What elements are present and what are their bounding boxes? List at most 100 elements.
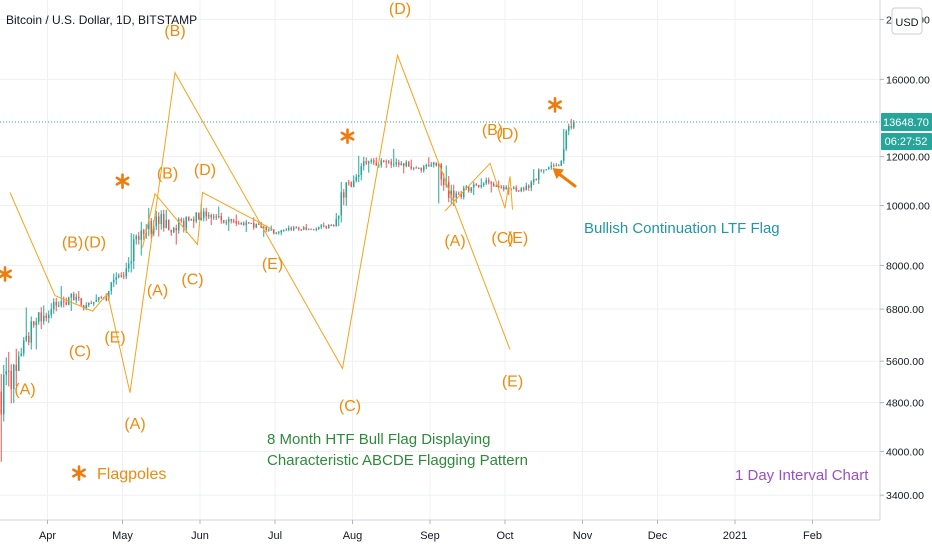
- price-tick-label: 3400.00: [886, 490, 924, 502]
- candle-body: [150, 220, 153, 234]
- candle-body: [25, 335, 28, 341]
- candle-body: [377, 165, 380, 167]
- candle-body: [20, 353, 23, 357]
- countdown-badge: 06:27:52: [881, 133, 932, 151]
- wave-label: (E): [507, 230, 528, 247]
- time-tick-label: Aug: [343, 530, 363, 542]
- candle-body: [525, 185, 528, 190]
- candle-body: [72, 293, 75, 301]
- candle-body: [225, 222, 228, 224]
- candle-body: [125, 268, 128, 277]
- currency-button[interactable]: USD: [891, 7, 923, 35]
- wave-label: (E): [104, 330, 125, 347]
- candle-body: [320, 225, 323, 228]
- candle-body: [277, 232, 280, 234]
- ltf-flag-note: Bullish Continuation LTF Flag: [584, 220, 780, 237]
- candle-body: [527, 185, 530, 188]
- candle-body: [45, 315, 48, 318]
- wave-label: (B): [164, 23, 185, 40]
- wave-label: (D): [194, 162, 216, 179]
- candle-body: [32, 321, 35, 326]
- candle-body: [512, 187, 515, 190]
- candle-body: [172, 227, 175, 233]
- wave-label: (A): [147, 283, 168, 300]
- candle-body: [412, 167, 415, 169]
- wave-label: (E): [502, 373, 523, 390]
- price-tick-label: 5600.00: [886, 356, 924, 368]
- candle-body: [47, 314, 50, 318]
- candle-body: [425, 164, 428, 167]
- candle-body: [232, 220, 235, 222]
- candle-body: [295, 227, 298, 229]
- wave-label: (B): [62, 235, 83, 252]
- candle-body: [455, 193, 458, 198]
- wave-label: (D): [496, 126, 518, 143]
- candle-body: [530, 182, 533, 188]
- wave-label: (A): [124, 416, 145, 433]
- candle-body: [500, 186, 503, 188]
- candle-body: [472, 184, 475, 188]
- candle-body: [62, 301, 65, 303]
- candle-body: [345, 182, 348, 198]
- candle-body: [170, 229, 173, 233]
- arrow-head: [552, 168, 565, 179]
- candle-body: [140, 230, 143, 240]
- candle-body: [357, 175, 360, 177]
- candle-body: [175, 227, 178, 231]
- time-tick-label: May: [112, 530, 133, 542]
- candle-body: [477, 185, 480, 187]
- candle-body: [300, 229, 303, 231]
- candle-body: [545, 169, 548, 171]
- candle-body: [427, 164, 430, 166]
- candle-body: [182, 220, 185, 229]
- candle-body: [200, 217, 203, 220]
- candle-body: [212, 216, 215, 218]
- asterisk-stroke: [115, 176, 130, 186]
- candle-body: [100, 297, 103, 299]
- candle-body: [557, 165, 560, 167]
- candle-body: [462, 187, 465, 198]
- candle-body: [87, 302, 90, 306]
- candle-body: [552, 165, 555, 167]
- candle-body: [227, 219, 230, 223]
- wave-label: (C): [69, 343, 91, 360]
- candle-body: [157, 216, 160, 225]
- candle-body: [205, 211, 208, 217]
- candle-body: [55, 302, 58, 306]
- candle-body: [415, 167, 418, 169]
- time-tick-label: Oct: [496, 530, 513, 542]
- candle-body: [75, 296, 78, 301]
- candle-body: [247, 222, 250, 224]
- candle-body: [275, 233, 278, 235]
- candle-body: [317, 227, 320, 229]
- candle-body: [350, 182, 353, 187]
- candle-body: [280, 230, 283, 233]
- asterisk-stroke: [340, 131, 355, 141]
- candle-body: [5, 370, 8, 375]
- candle-body: [262, 226, 265, 228]
- candle-body: [142, 230, 145, 235]
- candle-body: [180, 219, 183, 221]
- candle-body: [435, 162, 438, 166]
- candle-body: [367, 161, 370, 164]
- candle-body: [17, 356, 20, 371]
- candle-body: [405, 161, 408, 167]
- price-axis[interactable]: 20000.0016000.0012000.0010000.008000.006…: [880, 14, 930, 502]
- candle-body: [365, 161, 368, 164]
- candle-body: [10, 371, 13, 390]
- candle-body: [410, 166, 413, 169]
- candle-body: [362, 161, 365, 167]
- wave-label: (B): [157, 166, 178, 183]
- candle-body: [292, 227, 295, 230]
- candle-body: [352, 180, 355, 187]
- time-axis[interactable]: Apr May Jun Jul Aug Sep Oct Nov Dec 2021 Feb: [39, 520, 822, 542]
- time-tick-label: Sep: [420, 530, 440, 542]
- price-tick-label: 4000.00: [886, 447, 924, 459]
- candle-body: [385, 161, 388, 163]
- candle-body: [565, 130, 568, 150]
- candle-body: [155, 216, 158, 227]
- candle-body: [185, 216, 188, 229]
- candle-body: [402, 163, 405, 167]
- time-tick-label: Nov: [573, 530, 593, 542]
- candle-body: [240, 223, 243, 225]
